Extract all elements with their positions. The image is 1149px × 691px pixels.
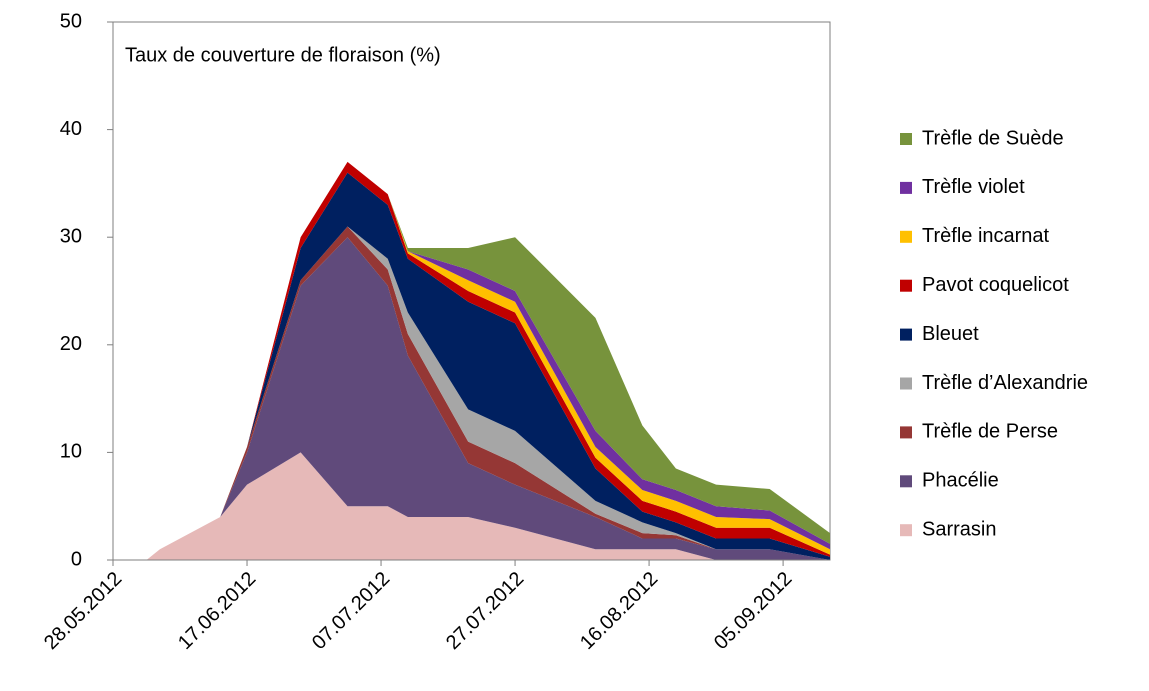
legend-swatch: [900, 133, 912, 145]
x-tick-label: 05.09.2012: [710, 568, 796, 654]
legend-label: Bleuet: [922, 323, 979, 345]
legend-swatch: [900, 328, 912, 341]
chart-title: Taux de couverture de floraison (%): [125, 44, 441, 66]
legend-swatch: [900, 426, 912, 439]
legend-label: Phacélie: [922, 470, 999, 492]
y-tick-label: 0: [71, 548, 82, 570]
y-tick-label: 40: [60, 118, 82, 140]
legend-label: Trèfle d’Alexandrie: [922, 372, 1088, 394]
area: [146, 452, 831, 560]
legend-swatch: [900, 181, 912, 194]
y-tick-label: 50: [60, 10, 82, 32]
legend-label: Trèfle de Perse: [922, 421, 1058, 443]
legend-label: Trèfle de Suède: [922, 127, 1064, 149]
x-tick-label: 07.07.2012: [308, 568, 394, 654]
y-tick-label: 10: [60, 441, 82, 463]
legend-label: Sarrasin: [922, 518, 996, 540]
legend-swatch: [900, 524, 912, 537]
legend-label: Trèfle incarnat: [922, 225, 1050, 247]
legend-swatch: [900, 475, 912, 488]
legend-swatch: [900, 279, 912, 292]
area: [146, 161, 831, 560]
x-tick-label: 27.07.2012: [442, 568, 528, 654]
x-tick-label: 16.08.2012: [576, 568, 662, 654]
legend-label: Trèfle violet: [922, 176, 1025, 198]
areas: [146, 161, 831, 560]
x-tick-label: 28.05.2012: [40, 568, 126, 654]
y-tick-label: 20: [60, 333, 82, 355]
x-tick-label: 17.06.2012: [174, 568, 260, 654]
legend-swatch: [900, 230, 912, 243]
legend-label: Pavot coquelicot: [922, 274, 1069, 296]
area: [146, 237, 831, 560]
legend-swatch: [900, 377, 912, 390]
area: [146, 172, 831, 560]
y-tick-label: 30: [60, 225, 82, 247]
area: [146, 161, 831, 560]
